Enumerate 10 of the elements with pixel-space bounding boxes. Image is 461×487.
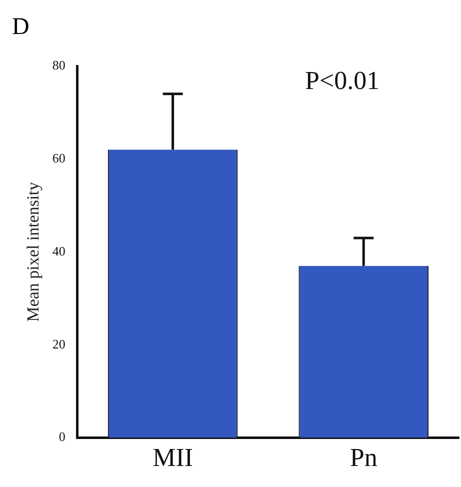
y-tick-label: 0 [58,429,66,444]
y-tick-label: 20 [52,336,66,352]
y-tick-label: 80 [52,57,66,72]
y-tick-label: 40 [52,243,66,258]
annotation: P<0.01 [305,66,380,96]
y-axis-title: Mean pixel intensity [24,182,43,322]
text: D [12,14,30,41]
y-tick-label: 60 [52,150,66,166]
x-tick-label: Pn [350,443,378,472]
x-tick-label: MII [152,443,194,472]
